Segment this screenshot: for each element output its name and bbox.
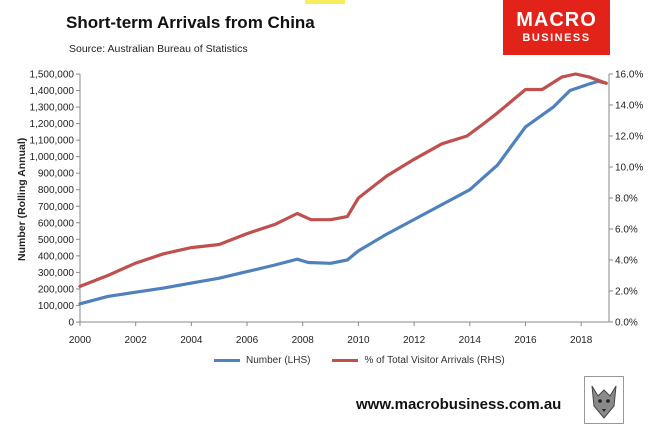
y-tick-label-left: 100,000 — [38, 301, 75, 312]
x-tick-label: 2008 — [292, 335, 315, 346]
y-tick-label-right: 12.0% — [615, 132, 643, 143]
x-tick-label: 2012 — [403, 335, 426, 346]
y-tick-label-right: 14.0% — [615, 101, 643, 112]
y-tick-label-right: 10.0% — [615, 163, 643, 174]
y-tick-label-left: 200,000 — [38, 284, 75, 295]
y-tick-label-left: 700,000 — [38, 202, 75, 213]
y-tick-label-right: 0.0% — [615, 318, 638, 329]
chart-title: Short-term Arrivals from China — [66, 13, 315, 32]
y-tick-label-left: 1,400,000 — [30, 86, 75, 97]
x-tick-label: 2016 — [514, 335, 537, 346]
legend-swatch-percent — [332, 359, 359, 362]
top-highlight-tab — [305, 0, 345, 4]
x-tick-label: 2000 — [69, 335, 92, 346]
x-tick-label: 2006 — [236, 335, 259, 346]
y-tick-label-right: 6.0% — [615, 225, 638, 236]
series-line-percent — [78, 72, 608, 288]
x-tick-label: 2002 — [125, 335, 148, 346]
logo-line2: BUSINESS — [522, 32, 591, 44]
y-tick-label-left: 1,100,000 — [30, 136, 75, 147]
y-tick-label-left: 0 — [68, 318, 74, 329]
legend-item-percent: % of Total Visitor Arrivals (RHS) — [332, 355, 505, 366]
y-tick-label-left: 1,000,000 — [30, 152, 75, 163]
y-tick-label-left: 1,300,000 — [30, 103, 75, 114]
y-tick-label-right: 4.0% — [615, 256, 638, 267]
legend-item-number: Number (LHS) — [214, 355, 310, 366]
x-tick-label: 2010 — [347, 335, 370, 346]
y-tick-label-left: 600,000 — [38, 218, 75, 229]
y-tick-label-left: 1,500,000 — [30, 70, 75, 81]
legend-label-number: Number (LHS) — [246, 355, 311, 366]
x-tick-label: 2004 — [180, 335, 203, 346]
y-tick-label-left: 1,200,000 — [30, 119, 75, 130]
legend-swatch-number — [214, 359, 240, 362]
y-tick-label-left: 300,000 — [38, 268, 75, 279]
x-tick-label: 2018 — [570, 335, 593, 346]
macrobusiness-logo: MACRO BUSINESS — [503, 0, 610, 55]
y-tick-label-left: 800,000 — [38, 185, 75, 196]
wolf-mascot-icon — [584, 376, 624, 424]
y-tick-label-right: 8.0% — [615, 194, 638, 205]
y-tick-label-right: 2.0% — [615, 287, 638, 298]
y-tick-label-right: 16.0% — [615, 70, 643, 81]
chart-source: Source: Australian Bureau of Statistics — [69, 43, 248, 55]
legend-label-percent: % of Total Visitor Arrivals (RHS) — [364, 355, 505, 366]
x-tick-label: 2014 — [459, 335, 482, 346]
y-tick-label-left: 900,000 — [38, 169, 75, 180]
y-tick-label-left: 400,000 — [38, 251, 75, 262]
logo-line1: MACRO — [516, 9, 597, 31]
y-tick-label-left: 500,000 — [38, 235, 75, 246]
chart-legend: Number (LHS) % of Total Visitor Arrivals… — [214, 355, 505, 366]
website-url: www.macrobusiness.com.au — [356, 396, 562, 413]
series-line-number — [78, 79, 608, 306]
